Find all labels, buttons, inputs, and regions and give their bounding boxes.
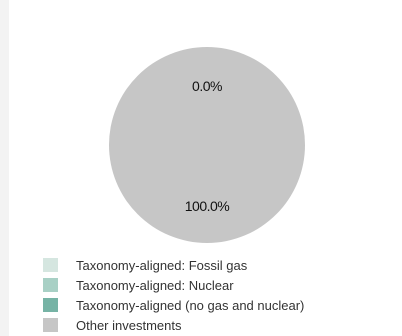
pie-data-label-1: 100.0% (185, 198, 230, 214)
pie-chart: 0.0% 100.0% (109, 47, 305, 243)
pie-slice-3 (109, 47, 305, 243)
legend-swatch (43, 318, 58, 332)
legend-item-3: Other investments (43, 315, 304, 335)
legend-item-1: Taxonomy-aligned: Nuclear (43, 275, 304, 295)
left-margin-strip (0, 0, 9, 336)
legend-swatch (43, 278, 58, 292)
legend-label: Taxonomy-aligned: Nuclear (76, 277, 234, 293)
legend: Taxonomy-aligned: Fossil gas Taxonomy-ali… (43, 255, 304, 335)
pie-data-label-0: 0.0% (192, 78, 222, 94)
legend-swatch (43, 258, 58, 272)
legend-label: Other investments (76, 317, 182, 333)
legend-label: Taxonomy-aligned (no gas and nuclear) (76, 297, 305, 313)
legend-item-2: Taxonomy-aligned (no gas and nuclear) (43, 295, 304, 315)
legend-swatch (43, 298, 58, 312)
legend-item-0: Taxonomy-aligned: Fossil gas (43, 255, 304, 275)
legend-label: Taxonomy-aligned: Fossil gas (76, 257, 248, 273)
